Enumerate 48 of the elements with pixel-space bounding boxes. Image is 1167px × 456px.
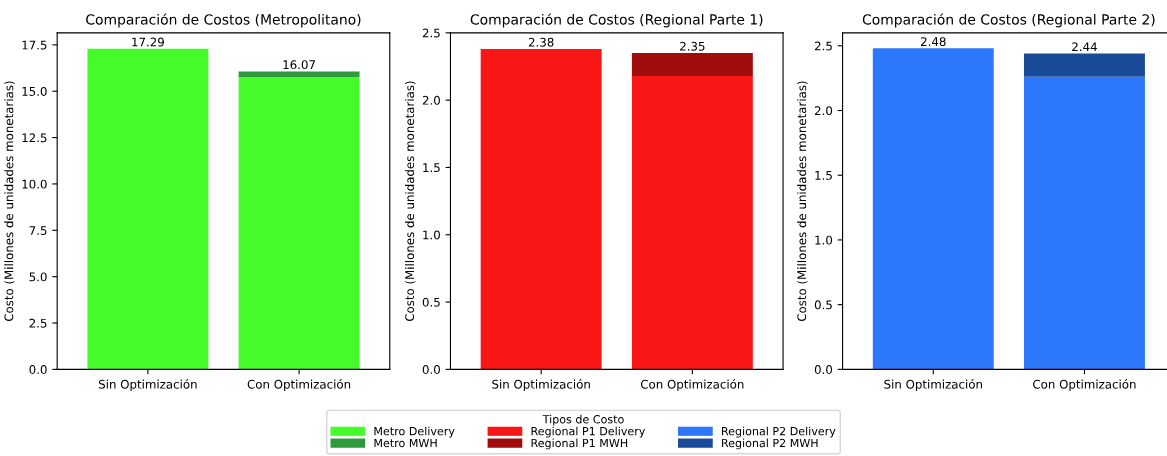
y-tick-label: 7.5 [29, 226, 47, 235]
y-tick-label: 0.5 [422, 297, 440, 307]
x-tick-label: Sin Optimización [884, 379, 982, 391]
y-tick-label: 0.0 [814, 365, 833, 375]
chart-title: Comparación de Costos (Regional Parte 1) [470, 13, 763, 28]
y-tick-label: 1.0 [815, 235, 833, 245]
legend-label: Regional P2 MWH [722, 438, 818, 450]
legend-label: Regional P1 Delivery [531, 426, 646, 438]
x-tick-label: Sin Optimización [98, 379, 197, 391]
y-tick-label: 10.0 [22, 179, 47, 189]
chart-title: Comparación de Costos (Metropolitano) [86, 13, 361, 28]
y-tick-label: 2.0 [814, 106, 833, 116]
total-label: 2.35 [680, 41, 705, 51]
x-tick-label: Con Optimización [640, 379, 744, 391]
legend-title: Tipos de Costo [542, 414, 624, 426]
y-axis-title: Costo (Millones de unidades monetarias) [4, 81, 15, 322]
y-tick-label: 2.5 [422, 28, 440, 38]
bar [1023, 53, 1145, 77]
y-axis-title: Costo (Millones de unidades monetarias) [404, 81, 416, 322]
y-tick-label: 2.0 [422, 95, 440, 105]
total-label: 17.29 [132, 37, 164, 47]
y-tick-label: 2.5 [814, 41, 832, 51]
legend-label: Regional P1 MWH [531, 438, 628, 450]
y-tick-label: 0.0 [422, 365, 440, 375]
y-tick-label: 5.0 [29, 272, 47, 282]
total-label: 2.38 [528, 37, 554, 47]
bar [238, 71, 360, 78]
y-tick-label: 0.0 [29, 365, 47, 375]
y-axis-title: Costo (Millones de unidades monetarias) [797, 81, 808, 322]
y-tick-label: 1.5 [815, 171, 832, 180]
chart-title: Comparación de Costos (Regional Parte 2) [862, 13, 1155, 28]
total-label: 16.07 [283, 60, 315, 70]
legend-label: Regional P2 Delivery [722, 426, 836, 438]
legend-label: Metro MWH [374, 438, 437, 448]
total-label: 2.48 [921, 37, 946, 47]
legend-label: Metro Delivery [374, 426, 455, 438]
bar [631, 53, 753, 76]
x-tick-label: Sin Optimización [492, 379, 590, 391]
y-tick-label: 17.5 [22, 40, 47, 50]
total-label: 2.44 [1072, 42, 1097, 52]
y-tick-label: 15.0 [22, 86, 47, 96]
y-tick-label: 0.5 [814, 300, 832, 310]
y-tick-label: 1.0 [423, 230, 440, 240]
x-tick-label: Con Optimización [1033, 379, 1136, 391]
x-tick-label: Con Optimización [247, 379, 351, 391]
y-tick-label: 2.5 [29, 318, 47, 328]
y-tick-label: 1.5 [423, 163, 440, 173]
y-tick-label: 12.5 [22, 133, 47, 143]
